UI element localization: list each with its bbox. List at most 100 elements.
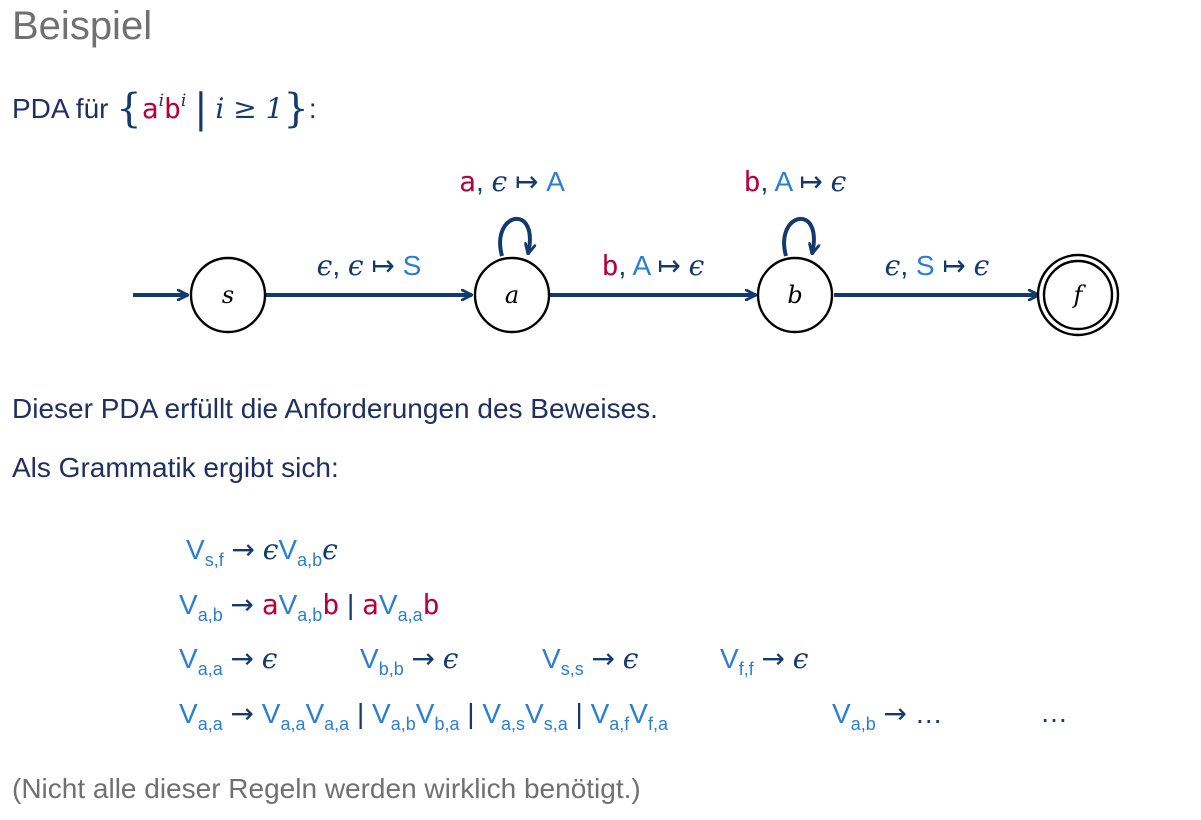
loop-b [782, 216, 814, 257]
nonterminal-sub: a,b [390, 714, 416, 734]
nonterminal-V: V [305, 698, 325, 729]
nonterminal-V: V [186, 534, 205, 565]
rule-arrow: → [411, 642, 435, 675]
nonterminal-V: V [179, 643, 198, 674]
intro-letter-a: a [141, 92, 159, 125]
epsilon: ϵ [261, 642, 278, 675]
intro-exp-a: i [158, 91, 165, 111]
rule-arrow: → [230, 588, 254, 621]
state-f-outer [1036, 253, 1120, 337]
nonterminal-V: V [372, 698, 391, 729]
label-a-a-input: a [459, 165, 476, 198]
state-label-a: a [505, 281, 519, 309]
epsilon: ϵ [792, 642, 809, 675]
alternative-bar: | [346, 589, 355, 620]
grammar-rule-1: Vs,f → ϵVa,bϵ [186, 533, 338, 571]
alternative-bar: | [467, 698, 475, 729]
label-b-f-input: ϵ [885, 249, 901, 282]
nonterminal-V: V [415, 698, 435, 729]
nonterminal-sub: a,b [197, 605, 223, 625]
state-label-s: s [222, 281, 234, 309]
nonterminal-sub: a,b [850, 714, 876, 734]
grammar-rule-4: Va,a → Va,aVa,a | Va,bVb,a | Va,sVs,a | … [179, 697, 668, 735]
nonterminal-sub: a,s [501, 714, 526, 734]
nonterminal-V: V [590, 698, 610, 729]
grammar-rule-4b: Va,b → … [832, 697, 943, 735]
rule-arrow: → [591, 642, 615, 675]
label-b-b: b, A ↦ ϵ [744, 165, 847, 198]
nonterminal-sub: f,a [647, 714, 668, 734]
nonterminal-sub: f,f [738, 659, 754, 679]
nonterminal-sub: b,a [434, 714, 460, 734]
left-brace: { [116, 86, 142, 132]
nonterminal-sub: a,a [397, 605, 423, 625]
intro-prefix: PDA für [12, 93, 109, 124]
state-s [189, 256, 267, 334]
ellipsis: … [1040, 697, 1068, 728]
nonterminal-sub: a,b [297, 550, 323, 570]
nonterminal-V: V [525, 698, 544, 729]
nonterminal-V: V [179, 589, 198, 620]
label-a-b-input: b [602, 249, 619, 282]
epsilon: ϵ [622, 642, 639, 675]
nonterminal-sub: a,f [609, 714, 630, 734]
label-b-f: ϵ, S ↦ ϵ [885, 249, 990, 282]
nonterminal-V: V [378, 589, 398, 620]
nonterminal-sub: a,a [197, 714, 223, 734]
epsilon: ϵ [262, 533, 279, 566]
intro-condition: i ≥ 1 [215, 92, 284, 125]
footnote: (Nicht alle dieser Regeln werden wirklic… [12, 773, 641, 804]
label-a-b: b, A ↦ ϵ [602, 249, 705, 282]
nonterminal-V: V [542, 643, 561, 674]
intro-exp-b: i [180, 91, 187, 111]
nonterminal-V: V [179, 698, 198, 729]
epsilon: ϵ [322, 533, 338, 566]
alternative-bar: | [575, 698, 583, 729]
right-brace: } [283, 86, 309, 132]
grammar-rule-2: Va,b → aVa,bb | aVa,ab [179, 588, 439, 626]
nonterminal-V: V [360, 643, 379, 674]
intro-letter-b: b [164, 92, 181, 125]
nonterminal-V: V [278, 534, 298, 565]
page-title: Beispiel [12, 4, 153, 48]
label-a-b-pop: A [633, 250, 652, 281]
state-f-inner [1042, 259, 1114, 331]
nonterminal-sub: a,a [197, 659, 223, 679]
grammar-ellipsis: … [1040, 697, 1068, 729]
label-s-a-input: ϵ [317, 249, 333, 282]
label-s-a-pop: ϵ [348, 249, 364, 282]
rule-arrow: → [231, 533, 255, 566]
rule-arrow: → [230, 697, 254, 730]
nonterminal-sub: s,s [560, 659, 584, 679]
grammar-rule-3b: Vb,b → ϵ [360, 642, 458, 680]
nonterminal-V: V [261, 698, 281, 729]
state-a [473, 256, 551, 334]
terminal: b [322, 588, 340, 621]
text-line-2: Als Grammatik ergibt sich: [12, 452, 339, 483]
nonterminal-V: V [720, 643, 739, 674]
grammar-rule-3c: Vs,s → ϵ [542, 642, 638, 680]
intro-suffix: : [308, 93, 317, 124]
ellipsis: … [914, 698, 943, 729]
nonterminal-sub: a,a [324, 714, 350, 734]
label-a-a-pop: ϵ [492, 165, 508, 198]
loop-a [498, 216, 530, 257]
terminal: a [261, 588, 279, 621]
nonterminal-V: V [482, 698, 501, 729]
label-b-b-pop: A [775, 166, 794, 197]
grammar-rule-3a: Va,a → ϵ [179, 642, 277, 680]
terminal: b [422, 588, 440, 621]
intro-line: PDA für {aibi | i ≥ 1}: [12, 86, 317, 132]
rule-arrow: → [230, 642, 254, 675]
alternative-bar: | [356, 698, 365, 729]
label-b-f-push: ϵ [974, 249, 990, 282]
nonterminal-sub: a,b [297, 605, 323, 625]
nonterminal-V: V [832, 698, 851, 729]
nonterminal-V: V [278, 589, 298, 620]
set-bar: | [194, 86, 208, 132]
nonterminal-V: V [629, 698, 648, 729]
state-b [756, 256, 834, 334]
pda-diagram: s a b f ϵ, ϵ ↦ S a, ϵ ↦ A b, A ↦ ϵ b, A … [133, 165, 1120, 337]
label-a-b-push: ϵ [689, 249, 705, 282]
label-a-a-push: A [546, 166, 565, 197]
